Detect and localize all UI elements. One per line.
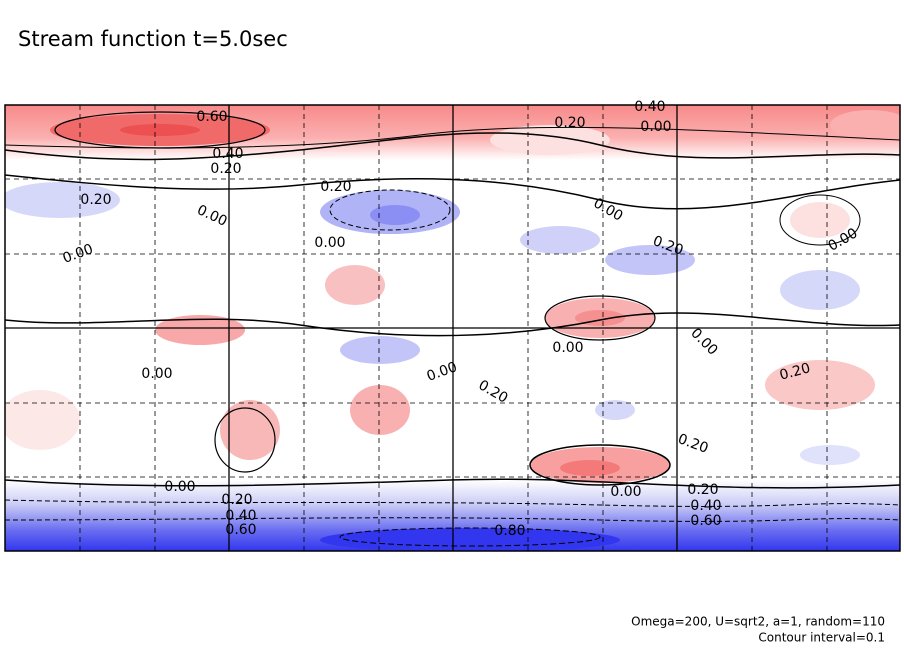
contour-region xyxy=(560,460,620,476)
grid xyxy=(5,105,900,551)
contour-label: 0.60 xyxy=(225,522,256,538)
contour-lines xyxy=(5,111,900,547)
contour-region xyxy=(320,528,620,551)
contour-region xyxy=(765,360,875,410)
contour-region xyxy=(490,125,610,155)
contour-label: 0.20 xyxy=(320,179,351,195)
contour-region xyxy=(120,124,200,136)
contour-region xyxy=(790,202,850,238)
contour-label: 0.60 xyxy=(690,513,721,529)
contour-region xyxy=(780,270,860,310)
note: Contour interval=0.1 xyxy=(758,631,885,645)
contour-label: 0.80 xyxy=(494,523,525,539)
contour-region xyxy=(350,385,410,435)
contour-label: 0.60 xyxy=(196,109,227,125)
contour-region xyxy=(5,390,80,450)
contour-label: 0.00 xyxy=(640,119,671,135)
contour-region xyxy=(370,205,420,225)
contour-label: 0.00 xyxy=(314,235,345,251)
plot-frame xyxy=(4,104,901,552)
contour-region xyxy=(340,336,420,364)
contour-region xyxy=(830,110,900,140)
contour-region xyxy=(520,226,600,254)
contour-label: 0.20 xyxy=(80,192,111,208)
contour-region xyxy=(800,445,860,465)
contour-label: 0.20 xyxy=(210,161,241,177)
contour-region xyxy=(220,400,280,460)
contour-label: 0.40 xyxy=(690,498,721,514)
note: Omega=200, U=sqrt2, a=1, random=110 xyxy=(631,615,885,629)
contour-label: 0.20 xyxy=(687,482,718,498)
contour-region xyxy=(155,315,245,345)
contour-label: 0.20 xyxy=(778,360,812,384)
contour-region xyxy=(605,245,695,275)
contour-label: 0.40 xyxy=(634,99,665,115)
contour-region xyxy=(325,265,385,305)
contour-label: 0.00 xyxy=(552,340,583,356)
contour-label: 0.00 xyxy=(610,484,641,500)
contour-label: 0.20 xyxy=(554,115,585,131)
contour-label: 0.00 xyxy=(141,366,172,382)
contour-region xyxy=(595,400,635,420)
contour-label: 0.40 xyxy=(212,146,243,162)
contour-labels: 0.600.400.20 0.000.400.200.200.000.200.00… xyxy=(61,99,861,539)
contour-region xyxy=(5,182,120,218)
chart-title: Stream function t=5.0sec xyxy=(18,27,288,51)
contour-label: 0.20 xyxy=(221,492,252,508)
contour-label: 0.00 xyxy=(164,479,195,495)
contour-label: 0.40 xyxy=(225,508,256,524)
